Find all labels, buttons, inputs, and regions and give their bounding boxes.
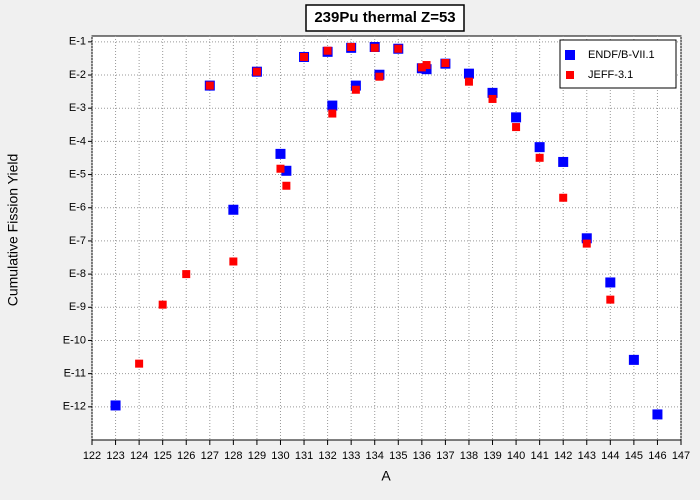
x-tick-label: 137 — [436, 450, 454, 462]
legend-swatch — [565, 50, 575, 60]
data-point — [182, 270, 191, 279]
data-point — [581, 233, 592, 244]
data-point — [606, 295, 615, 304]
y-tick-label: E-9 — [69, 301, 86, 313]
x-tick-label: 134 — [366, 450, 384, 462]
data-point — [281, 165, 292, 176]
y-tick-label: E-6 — [69, 202, 86, 214]
marks — [110, 41, 663, 420]
data-point — [535, 153, 544, 162]
data-point — [463, 68, 474, 79]
x-tick-label: 130 — [271, 450, 289, 462]
x-axis-label: A — [381, 468, 391, 484]
data-point — [487, 87, 498, 98]
data-point — [282, 181, 291, 190]
x-tick-label: 146 — [648, 450, 666, 462]
y-tick-label: E-5 — [69, 168, 86, 180]
x-tick-label: 135 — [389, 450, 407, 462]
data-point — [605, 277, 616, 288]
title-box — [305, 4, 465, 32]
y-axis-label: Cumulative Fission Yield — [5, 154, 21, 307]
x-tick-label: 128 — [224, 450, 242, 462]
data-point — [229, 257, 238, 266]
grid — [91, 36, 682, 440]
data-point — [652, 409, 663, 420]
data-point — [464, 77, 473, 86]
y-tick-label: E-12 — [63, 401, 86, 413]
x-tick-label: 124 — [130, 450, 148, 462]
data-point — [327, 100, 338, 111]
y-tick-label: E-2 — [69, 69, 86, 81]
legend-label: JEFF-3.1 — [588, 69, 633, 81]
data-point — [559, 193, 568, 202]
x-tick-label: 126 — [177, 450, 195, 462]
data-point — [628, 354, 639, 365]
data-point — [275, 148, 286, 159]
x-tick-label: 123 — [106, 450, 124, 462]
y-tick-label: E-8 — [69, 268, 86, 280]
data-point — [441, 59, 450, 68]
y-tick-label: E-10 — [63, 334, 86, 346]
data-point — [350, 80, 361, 91]
x-tick-label: 129 — [248, 450, 266, 462]
data-point — [328, 109, 337, 118]
x-tick-label: 140 — [507, 450, 525, 462]
chart-title: 239Pu thermal Z=53 — [314, 9, 455, 26]
data-point — [582, 239, 591, 248]
y-tick-label: E-1 — [69, 36, 86, 48]
data-point — [558, 156, 569, 167]
data-point — [375, 72, 384, 81]
x-tick-label: 131 — [295, 450, 313, 462]
data-point — [370, 43, 379, 52]
plot-area — [91, 35, 682, 441]
x-tick-label: 142 — [554, 450, 572, 462]
data-point — [205, 81, 214, 90]
data-point — [422, 61, 431, 70]
x-tick-label: 145 — [625, 450, 643, 462]
data-point — [534, 142, 545, 153]
legend-swatch — [566, 71, 574, 79]
x-tick-label: 133 — [342, 450, 360, 462]
data-point — [323, 46, 332, 55]
x-tick-label: 138 — [460, 450, 478, 462]
x-tick-label: 127 — [201, 450, 219, 462]
x-tick-label: 141 — [530, 450, 548, 462]
y-tick-label: E-3 — [69, 102, 86, 114]
legend-box — [559, 39, 677, 89]
x-tick-label: 132 — [318, 450, 336, 462]
y-tick-label: E-4 — [69, 135, 86, 147]
y-tick-label: E-7 — [69, 235, 86, 247]
data-point — [276, 164, 285, 173]
x-tick-label: 136 — [413, 450, 431, 462]
data-point — [511, 112, 522, 123]
data-point — [252, 67, 261, 76]
data-point — [110, 400, 121, 411]
x-tick-label: 144 — [601, 450, 619, 462]
x-tick-label: 147 — [672, 450, 690, 462]
data-point — [300, 52, 309, 61]
data-point — [135, 359, 144, 368]
data-point — [351, 85, 360, 94]
legend-label: ENDF/B-VII.1 — [588, 49, 655, 61]
data-point — [421, 64, 432, 75]
y-tick-label: E-11 — [64, 368, 86, 380]
data-point — [158, 300, 167, 309]
data-point — [417, 63, 426, 72]
x-tick-label: 125 — [154, 450, 172, 462]
x-tick-label: 143 — [578, 450, 596, 462]
x-tick-label: 122 — [83, 450, 101, 462]
x-tick-label: 139 — [483, 450, 501, 462]
data-point — [228, 204, 239, 215]
data-point — [394, 44, 403, 53]
data-point — [512, 123, 521, 132]
data-point — [488, 94, 497, 103]
data-point — [347, 42, 356, 51]
